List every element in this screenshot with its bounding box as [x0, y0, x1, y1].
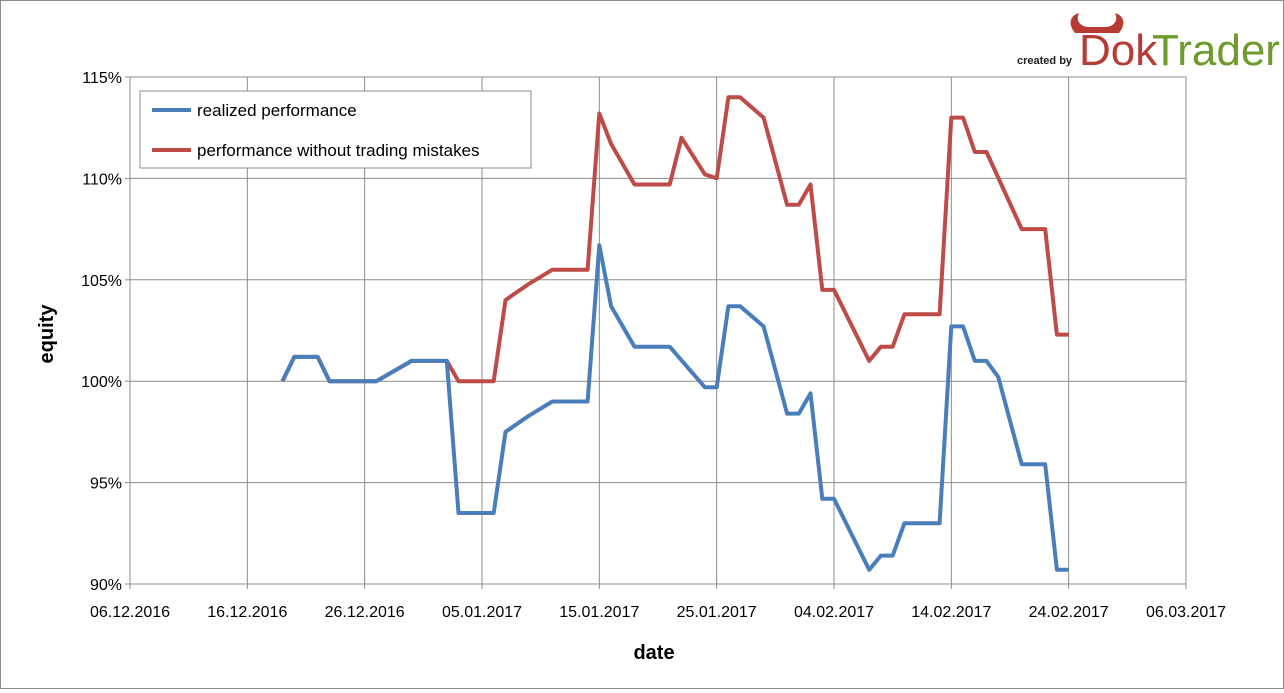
- y-tick-label: 115%: [82, 70, 122, 87]
- y-tick-label: 95%: [90, 476, 122, 493]
- series-lines: [280, 95, 1069, 572]
- x-axis-ticks: 06.12.2016 16.12.2016 26.12.2016 05.01.2017…: [90, 604, 1226, 621]
- y-tick-label: 90%: [90, 577, 122, 594]
- x-tick-label: 16.12.2016: [207, 604, 287, 621]
- doktrader-logo: created by Dok Trader: [1017, 13, 1280, 75]
- x-tick-label: 06.03.2017: [1146, 604, 1226, 621]
- x-tick-label: 15.01.2017: [559, 604, 639, 621]
- y-tick-label: 110%: [82, 171, 122, 188]
- y-tick-label: 105%: [81, 273, 122, 290]
- x-tick-label: 04.02.2017: [794, 604, 874, 621]
- y-tick-label: 100%: [81, 374, 122, 391]
- y-axis-ticks: 90% 95% 100% 105% 110% 115%: [81, 70, 122, 594]
- legend-label-without-mistakes: performance without trading mistakes: [197, 141, 480, 160]
- series-line-realized-performance: [280, 243, 1069, 572]
- bull-horns-icon: [1070, 13, 1124, 33]
- legend: realized performance performance without…: [139, 90, 532, 169]
- logo-trader: Trader: [1152, 26, 1280, 75]
- logo-dok: Dok: [1079, 26, 1158, 75]
- x-tick-label: 06.12.2016: [90, 604, 170, 621]
- x-axis-title: date: [633, 642, 674, 664]
- x-tick-label: 14.02.2017: [911, 604, 991, 621]
- x-tick-label: 05.01.2017: [442, 604, 522, 621]
- y-axis-title: equity: [36, 304, 58, 364]
- plot-area-border: [129, 76, 1187, 585]
- x-tick-label: 24.02.2017: [1029, 604, 1109, 621]
- legend-box: [139, 90, 532, 169]
- x-tick-label: 25.01.2017: [677, 604, 757, 621]
- x-tick-label: 26.12.2016: [325, 604, 405, 621]
- legend-label-realized: realized performance: [197, 101, 357, 120]
- logo-created-by: created by: [1017, 55, 1073, 67]
